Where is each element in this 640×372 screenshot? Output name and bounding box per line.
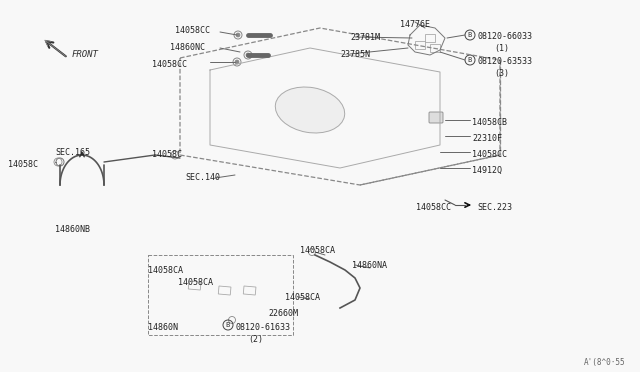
Text: 22660M: 22660M [268, 309, 298, 318]
Text: FRONT: FRONT [72, 50, 99, 59]
Text: SEC.165: SEC.165 [55, 148, 90, 157]
Text: 14058CA: 14058CA [148, 266, 183, 275]
FancyBboxPatch shape [429, 112, 443, 123]
Text: 22310F: 22310F [472, 134, 502, 143]
Text: (1): (1) [494, 44, 509, 53]
Text: B: B [226, 322, 230, 328]
Text: 23781M: 23781M [350, 33, 380, 42]
Text: (3): (3) [494, 69, 509, 78]
Text: 14058CC: 14058CC [175, 26, 210, 35]
Text: B: B [468, 57, 472, 63]
Text: 14058CC: 14058CC [152, 60, 187, 69]
Text: 14058CC: 14058CC [472, 150, 507, 159]
Text: 08120-66033: 08120-66033 [478, 32, 533, 41]
Bar [243, 286, 256, 295]
Text: 14058C: 14058C [8, 160, 38, 169]
Bar [218, 286, 231, 295]
Text: SEC.140: SEC.140 [185, 173, 220, 182]
Text: 14058CA: 14058CA [285, 293, 320, 302]
Text: A'(8^0·55: A'(8^0·55 [584, 358, 625, 367]
Text: 23785N: 23785N [340, 50, 370, 59]
Text: 14058CC: 14058CC [416, 203, 451, 212]
Text: 14058C: 14058C [152, 150, 182, 159]
Text: 14058CA: 14058CA [300, 246, 335, 255]
Circle shape [235, 60, 239, 64]
Text: 14776E: 14776E [400, 20, 430, 29]
Text: 14860NC: 14860NC [170, 43, 205, 52]
Text: 14058CB: 14058CB [472, 118, 507, 127]
Text: 08120-61633: 08120-61633 [235, 323, 290, 332]
Text: 14860N: 14860N [148, 323, 178, 332]
Text: 08120-63533: 08120-63533 [478, 57, 533, 66]
Text: 14860NA: 14860NA [352, 261, 387, 270]
Bar [415, 41, 425, 49]
Text: 14860NB: 14860NB [55, 225, 90, 234]
Text: B: B [468, 32, 472, 38]
Text: 14912Q: 14912Q [472, 166, 502, 175]
Bar [430, 44, 440, 52]
Ellipse shape [275, 87, 345, 133]
Circle shape [236, 33, 240, 37]
Text: 14058CA: 14058CA [178, 278, 213, 287]
Bar [188, 281, 201, 290]
Bar [425, 34, 435, 42]
Text: (2): (2) [248, 335, 263, 344]
Circle shape [246, 53, 250, 57]
Text: SEC.223: SEC.223 [477, 203, 512, 212]
